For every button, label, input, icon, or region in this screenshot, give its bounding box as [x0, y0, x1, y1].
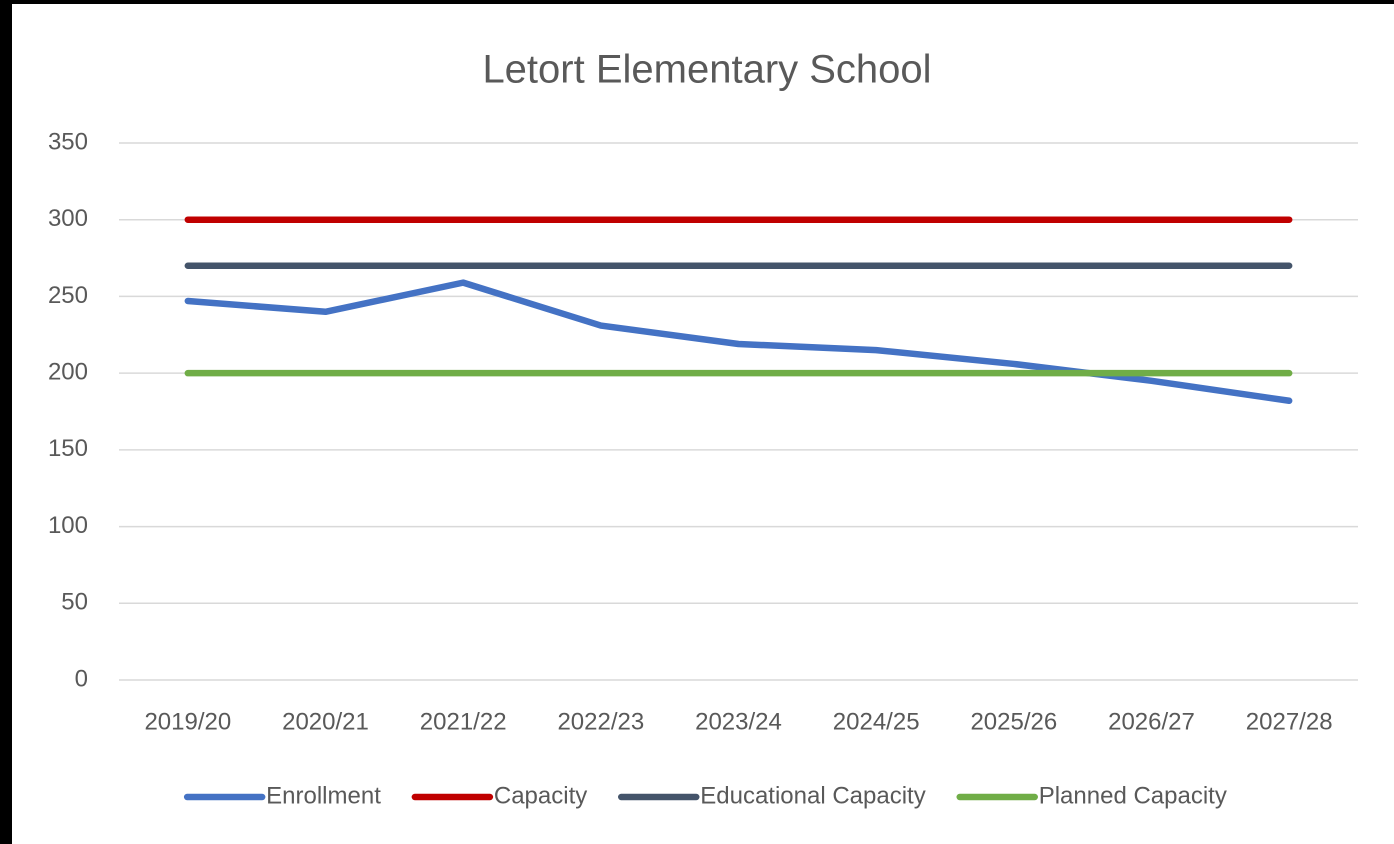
legend-label: Planned Capacity: [1039, 782, 1227, 809]
x-tick-label: 2022/23: [557, 708, 644, 735]
legend-label: Educational Capacity: [700, 782, 925, 809]
y-tick-label: 0: [75, 665, 88, 692]
x-tick-label: 2026/27: [1108, 708, 1195, 735]
legend-label: Enrollment: [266, 782, 381, 809]
x-tick-label: 2025/26: [970, 708, 1057, 735]
x-tick-label: 2019/20: [144, 708, 231, 735]
y-tick-label: 100: [48, 512, 88, 539]
x-tick-label: 2021/22: [420, 708, 507, 735]
chart-title: Letort Elementary School: [482, 48, 931, 92]
legend-label: Capacity: [494, 782, 587, 809]
y-tick-label: 350: [48, 128, 88, 155]
x-tick-label: 2020/21: [282, 708, 369, 735]
y-tick-label: 300: [48, 205, 88, 232]
x-tick-label: 2024/25: [833, 708, 920, 735]
x-tick-label: 2023/24: [695, 708, 782, 735]
y-tick-label: 250: [48, 282, 88, 309]
y-tick-label: 150: [48, 435, 88, 462]
chart-background: [12, 4, 1394, 844]
y-tick-label: 50: [61, 589, 88, 616]
x-tick-label: 2027/28: [1246, 708, 1333, 735]
y-tick-label: 200: [48, 358, 88, 385]
